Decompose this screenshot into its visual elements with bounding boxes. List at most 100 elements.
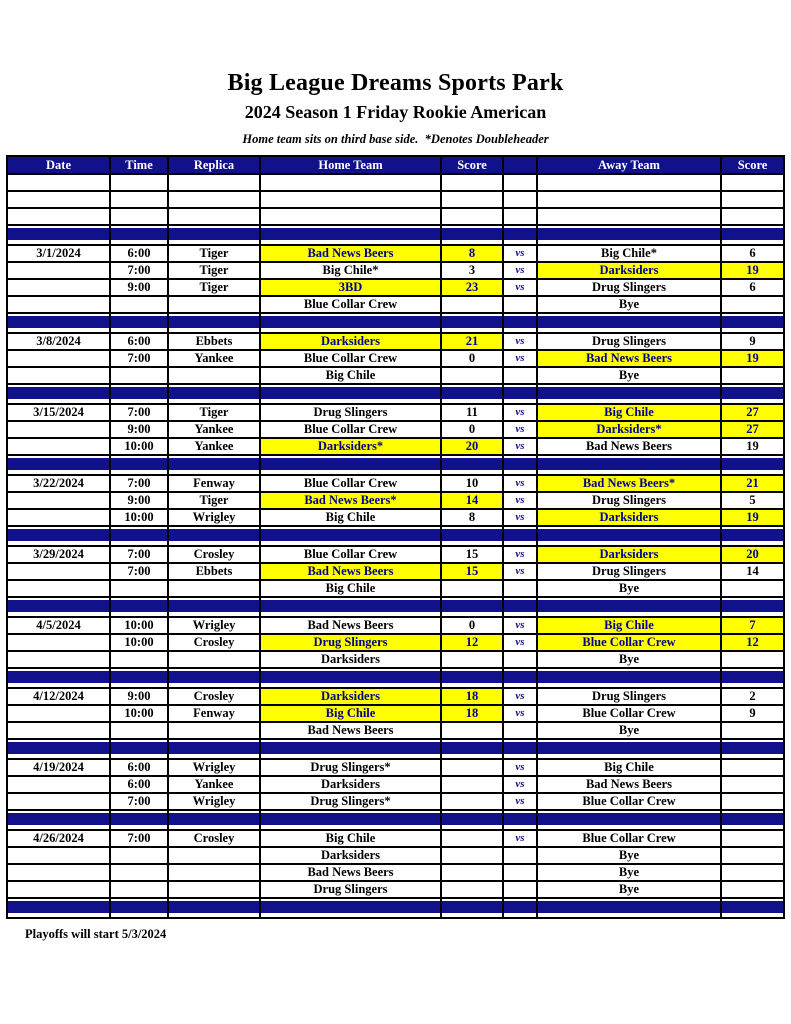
time-cell: 9:00 xyxy=(109,278,169,297)
vs-cell xyxy=(502,366,538,385)
separator-bar xyxy=(112,671,166,683)
replica-cell: Wrigley xyxy=(167,508,261,527)
away-score-cell: 6 xyxy=(720,278,785,297)
replica-cell xyxy=(167,295,261,314)
away-score-cell: 27 xyxy=(720,420,785,439)
time-cell: 7:00 xyxy=(109,792,169,811)
time-cell xyxy=(109,650,169,669)
empty-cell xyxy=(167,190,261,209)
game-row: 9:00 Tiger Bad News Beers* 14 vs Drug Slinger… xyxy=(6,491,785,510)
separator-cell xyxy=(720,897,785,919)
away-team-cell: Big Chile xyxy=(536,403,722,422)
date-cell: 4/19/2024 xyxy=(6,758,111,777)
away-score-cell xyxy=(720,579,785,598)
separator-cell xyxy=(720,596,785,618)
schedule-table: Date Time Replica Home Team Score Away Team Sc… xyxy=(6,155,785,919)
separator-cell xyxy=(502,596,538,618)
game-row: 3/29/2024 7:00 Crosley Blue Collar Crew 15 vs… xyxy=(6,545,785,564)
empty-cell xyxy=(109,173,169,192)
home-score-cell: 11 xyxy=(440,403,504,422)
time-cell xyxy=(109,880,169,899)
separator-bar xyxy=(170,316,258,328)
away-team-cell: Bye xyxy=(536,579,722,598)
vs-cell: vs xyxy=(502,244,538,263)
replica-cell: Crosley xyxy=(167,633,261,652)
separator-cell xyxy=(440,454,504,476)
empty-cell xyxy=(720,207,785,226)
date-cell xyxy=(6,721,111,740)
away-team-cell: Bad News Beers xyxy=(536,437,722,456)
separator-bar xyxy=(443,813,501,825)
home-score-cell: 20 xyxy=(440,437,504,456)
separator-bar xyxy=(170,458,258,470)
away-score-cell: 27 xyxy=(720,403,785,422)
empty-cell xyxy=(536,190,722,209)
home-score-cell: 21 xyxy=(440,332,504,351)
separator-bar xyxy=(539,228,719,240)
separator-bar xyxy=(539,671,719,683)
separator-cell xyxy=(167,667,261,689)
separator-cell xyxy=(6,667,111,689)
home-score-cell xyxy=(440,829,504,848)
separator-bar xyxy=(505,600,535,612)
home-team-cell: Big Chile* xyxy=(259,261,442,280)
vs-cell: vs xyxy=(502,829,538,848)
date-cell xyxy=(6,295,111,314)
home-team-cell: Drug Slingers* xyxy=(259,792,442,811)
separator-bar xyxy=(505,901,535,913)
away-team-cell: Bye xyxy=(536,295,722,314)
away-team-cell: Blue Collar Crew xyxy=(536,829,722,848)
separator-bar xyxy=(505,529,535,541)
separator-cell xyxy=(536,383,722,405)
date-cell: 3/22/2024 xyxy=(6,474,111,493)
separator-bar xyxy=(723,901,782,913)
empty-cell xyxy=(440,190,504,209)
time-cell: 7:00 xyxy=(109,261,169,280)
empty-cell xyxy=(440,173,504,192)
away-team-cell: Drug Slingers xyxy=(536,332,722,351)
game-row: 4/12/2024 9:00 Crosley Darksiders 18 vs Drug S… xyxy=(6,687,785,706)
time-cell xyxy=(109,863,169,882)
separator-bar xyxy=(9,813,108,825)
separator-cell xyxy=(167,897,261,919)
separator-bar xyxy=(112,529,166,541)
separator-cell xyxy=(502,738,538,760)
home-team-cell: Bad News Beers xyxy=(259,616,442,635)
separator-cell xyxy=(440,224,504,246)
time-cell: 10:00 xyxy=(109,508,169,527)
vs-cell xyxy=(502,846,538,865)
separator-cell xyxy=(440,312,504,334)
home-score-cell xyxy=(440,650,504,669)
away-score-cell: 7 xyxy=(720,616,785,635)
separator-bar xyxy=(723,387,782,399)
separator-cell xyxy=(167,383,261,405)
away-score-cell: 21 xyxy=(720,474,785,493)
home-score-cell: 8 xyxy=(440,508,504,527)
game-row: 10:00 Fenway Big Chile 18 vs Blue Collar Crew… xyxy=(6,704,785,723)
home-score-cell: 0 xyxy=(440,420,504,439)
separator-bar xyxy=(443,529,501,541)
game-row: Bad News Beers Bye xyxy=(6,721,785,740)
home-team-cell: Big Chile xyxy=(259,704,442,723)
separator-bar xyxy=(723,813,782,825)
replica-cell: Wrigley xyxy=(167,758,261,777)
separator-bar xyxy=(723,529,782,541)
away-team-cell: Bye xyxy=(536,846,722,865)
separator-cell xyxy=(167,224,261,246)
separator-bar xyxy=(723,316,782,328)
playoffs-note: Playoffs will start 5/3/2024 xyxy=(25,927,167,941)
separator-bar xyxy=(170,901,258,913)
home-team-cell: Big Chile xyxy=(259,829,442,848)
game-row: 6:00 Yankee Darksiders vs Bad News Beers xyxy=(6,775,785,794)
replica-cell: Crosley xyxy=(167,687,261,706)
replica-cell: Tiger xyxy=(167,278,261,297)
home-team-cell: Bad News Beers xyxy=(259,721,442,740)
replica-cell xyxy=(167,579,261,598)
vs-cell: vs xyxy=(502,349,538,368)
separator-bar xyxy=(539,316,719,328)
empty-cell xyxy=(6,173,111,192)
separator-cell xyxy=(109,224,169,246)
away-team-cell: Drug Slingers xyxy=(536,491,722,510)
separator-cell xyxy=(536,897,722,919)
